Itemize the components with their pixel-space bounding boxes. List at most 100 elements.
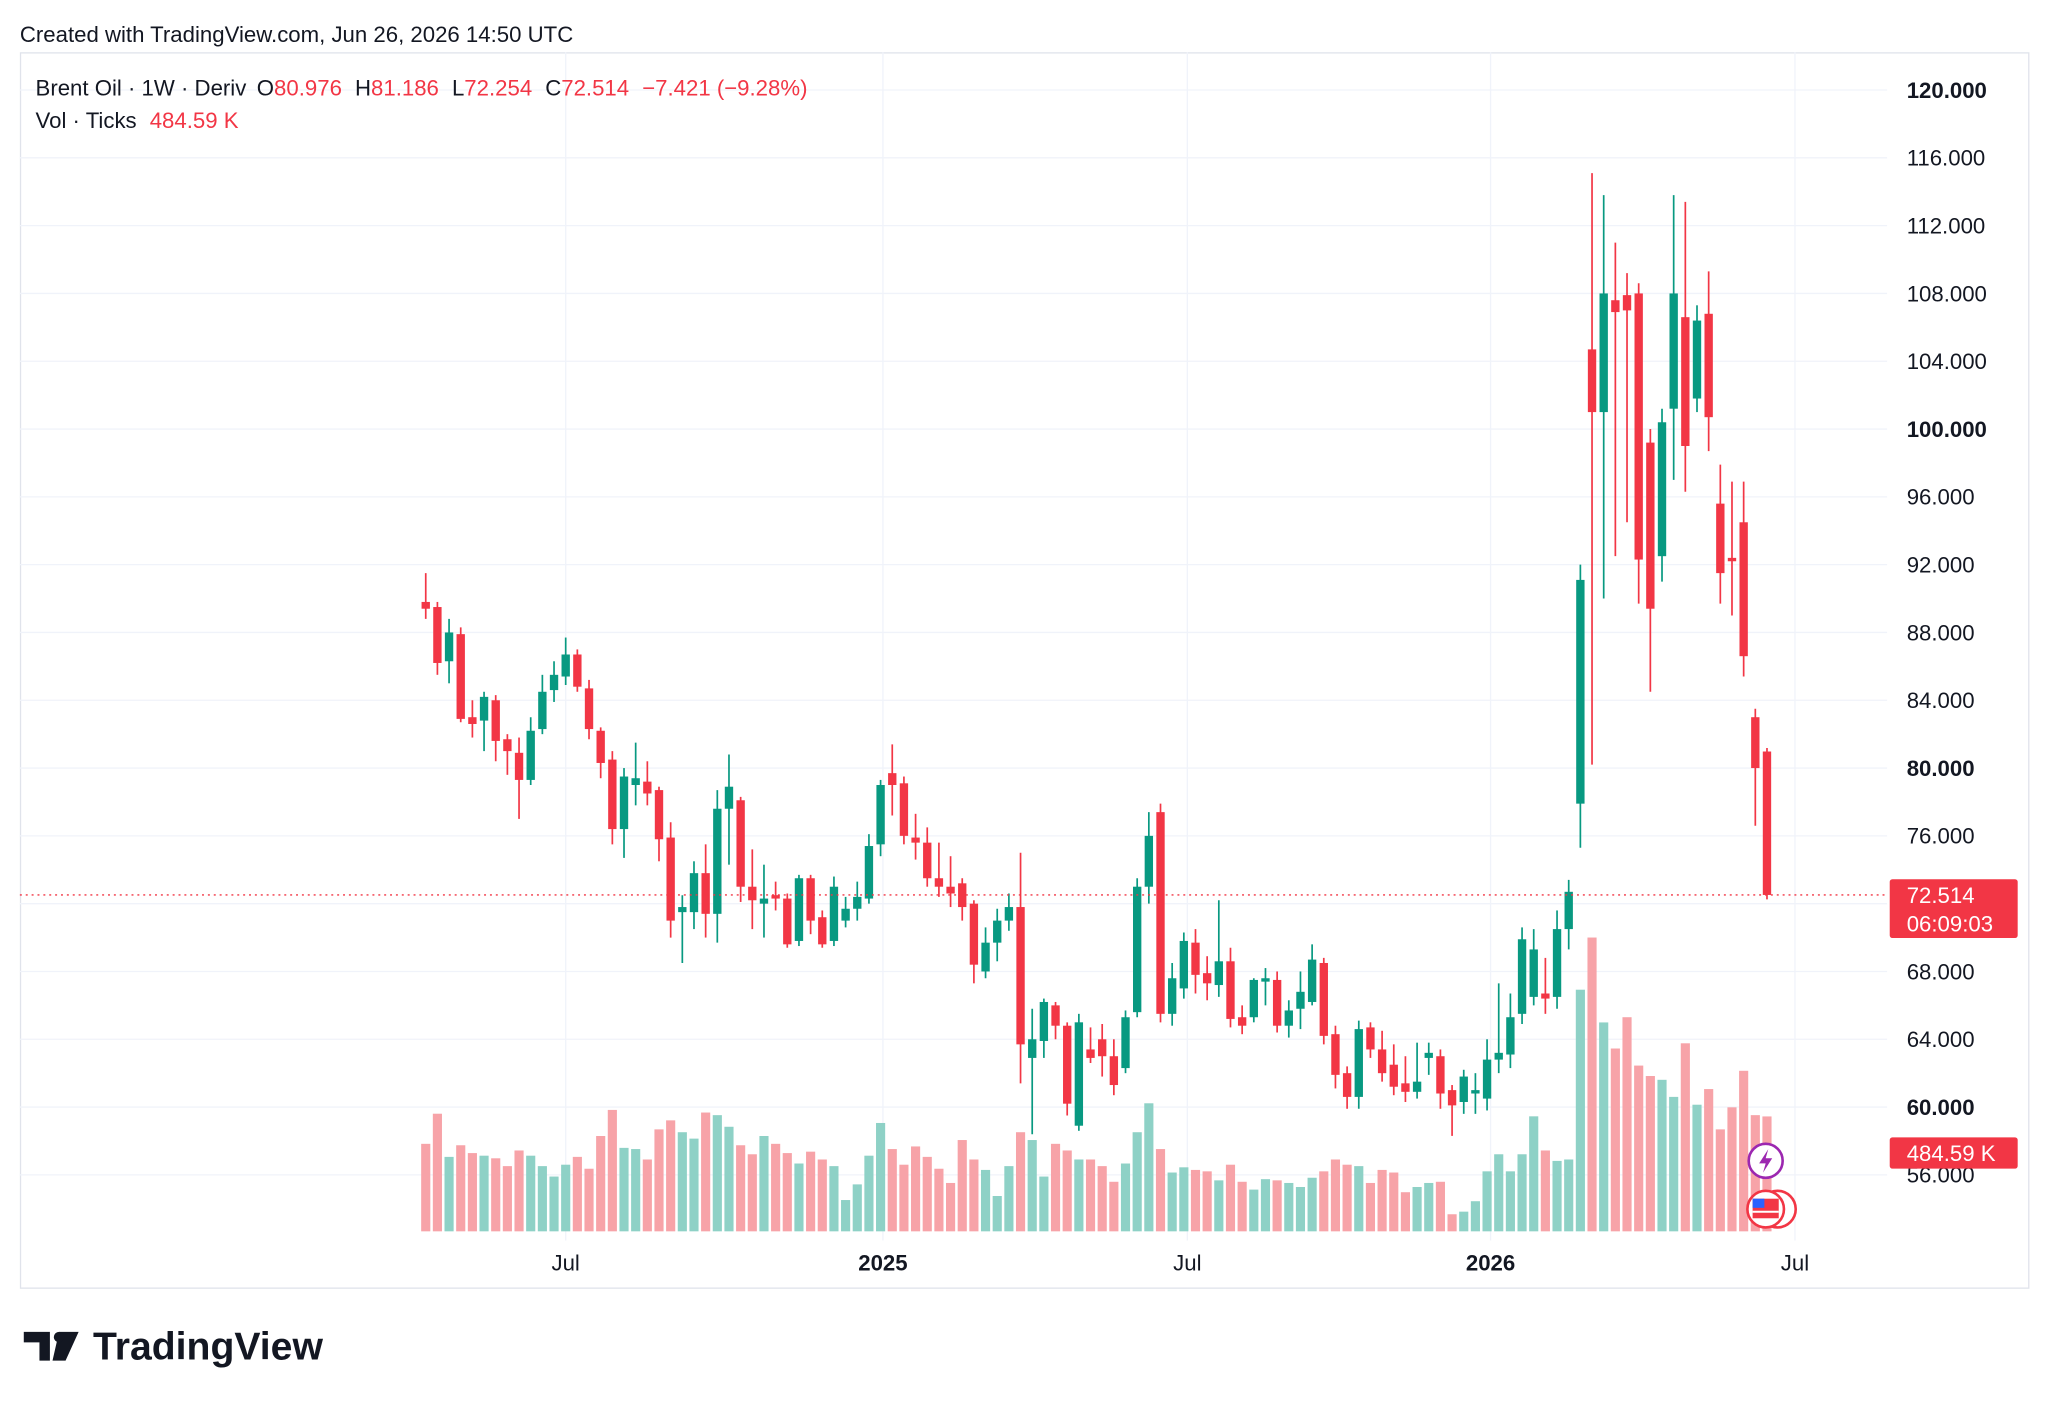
volume-bar bbox=[549, 1176, 559, 1232]
legend-volume: Vol · Ticks 484.59 K bbox=[36, 108, 239, 133]
event-icon-glyph bbox=[1759, 1149, 1773, 1173]
volume-bar bbox=[946, 1182, 956, 1232]
volume-bar bbox=[1739, 1070, 1749, 1232]
volume-bar bbox=[899, 1164, 909, 1232]
candle-body bbox=[1214, 961, 1223, 986]
candle-body bbox=[1692, 320, 1702, 399]
volume-bar bbox=[584, 1168, 594, 1232]
volume-bar bbox=[1120, 1163, 1131, 1232]
candle-body bbox=[853, 896, 862, 909]
volume-bar bbox=[829, 1166, 839, 1232]
candle-body bbox=[713, 808, 722, 914]
candle-body bbox=[1004, 907, 1014, 921]
volume-bar bbox=[444, 1156, 454, 1232]
volume-bar bbox=[992, 1196, 1002, 1232]
candle-body bbox=[1039, 1001, 1049, 1041]
volume-bar bbox=[1377, 1169, 1387, 1232]
candle-body bbox=[421, 601, 430, 609]
volume-bar bbox=[491, 1158, 501, 1232]
y-tick-label: 68.000 bbox=[1907, 959, 1975, 984]
candle-body bbox=[806, 878, 815, 921]
y-tick-label: 60.000 bbox=[1907, 1095, 1975, 1120]
volume-bar bbox=[1167, 1172, 1177, 1232]
candle-body bbox=[771, 895, 780, 899]
candle-body bbox=[1739, 522, 1748, 657]
candle-body bbox=[433, 607, 442, 663]
candle-body bbox=[923, 842, 932, 879]
volume-bar bbox=[1272, 1180, 1282, 1232]
flag-icon bbox=[1752, 1198, 1765, 1208]
volume-bar bbox=[782, 1153, 792, 1232]
volume-bar bbox=[934, 1168, 944, 1232]
legend-main: Brent Oil · 1W · Deriv O80.976 H81.186 L72.… bbox=[36, 75, 808, 100]
candle-body bbox=[748, 886, 757, 901]
volume-bar bbox=[1365, 1182, 1376, 1232]
volume-bar bbox=[1284, 1182, 1294, 1232]
volume-bar bbox=[1669, 1096, 1679, 1232]
candle-body bbox=[468, 717, 477, 724]
candle-body bbox=[619, 776, 629, 830]
candle-body bbox=[1471, 1090, 1480, 1094]
volume-bar bbox=[1027, 1140, 1037, 1232]
y-tick-label: 80.000 bbox=[1907, 756, 1975, 781]
volume-bar bbox=[432, 1113, 442, 1232]
candle-body bbox=[1133, 886, 1142, 1013]
candle-body bbox=[1028, 1039, 1037, 1058]
candle-body bbox=[1307, 959, 1317, 1002]
candle-body bbox=[631, 778, 640, 786]
ohlc-label: C bbox=[545, 75, 561, 100]
y-tick-label: 88.000 bbox=[1907, 620, 1975, 645]
volume-bar bbox=[619, 1147, 629, 1232]
volume-bar bbox=[701, 1112, 711, 1232]
volume-value: 484.59 K bbox=[150, 108, 239, 133]
volume-bar bbox=[1470, 1201, 1480, 1232]
volume-bar bbox=[1144, 1103, 1154, 1232]
x-tick-label: Jul bbox=[552, 1251, 580, 1276]
candle-body bbox=[479, 696, 489, 721]
volume-bar bbox=[771, 1143, 781, 1232]
volume-bar bbox=[1354, 1166, 1364, 1232]
candle-body bbox=[1249, 979, 1258, 1018]
volume-bar bbox=[502, 1166, 512, 1232]
volume-bar bbox=[654, 1129, 664, 1232]
volume-bar bbox=[806, 1151, 816, 1232]
y-tick-label: 96.000 bbox=[1907, 485, 1975, 510]
volume-bar bbox=[1529, 1116, 1539, 1232]
logo-glyph bbox=[23, 1331, 79, 1361]
volume-bar bbox=[724, 1126, 734, 1232]
y-tick-label: 64.000 bbox=[1907, 1027, 1975, 1052]
candle-body bbox=[1226, 961, 1235, 1019]
volume-bar bbox=[747, 1154, 757, 1232]
candle-body bbox=[1576, 579, 1585, 804]
candle-body bbox=[1622, 295, 1632, 311]
volume-bar bbox=[1039, 1176, 1049, 1232]
y-tick-label: 116.000 bbox=[1907, 146, 1986, 171]
candle-body bbox=[678, 907, 687, 913]
candle-body bbox=[538, 691, 547, 730]
candle-body bbox=[1202, 973, 1212, 984]
volume-bar bbox=[1447, 1214, 1457, 1232]
x-tick-label: 2026 bbox=[1466, 1251, 1515, 1276]
logo-glyph bbox=[53, 1331, 65, 1343]
volume-bar bbox=[1657, 1079, 1667, 1232]
candle-body bbox=[934, 878, 944, 887]
candle-body bbox=[1506, 1017, 1515, 1055]
volume-bar bbox=[1575, 989, 1585, 1232]
volume-bar bbox=[421, 1143, 431, 1232]
volume-bar bbox=[1494, 1154, 1504, 1232]
candle-body bbox=[1716, 503, 1725, 574]
volume-bar bbox=[1085, 1159, 1096, 1232]
y-tick-label: 120.000 bbox=[1907, 78, 1987, 103]
candle-body bbox=[818, 917, 827, 945]
ohlc-value: 80.976 bbox=[274, 75, 342, 100]
volume-bar bbox=[514, 1150, 524, 1232]
header: Created with TradingView.com, Jun 26, 20… bbox=[20, 22, 573, 47]
candle-body bbox=[666, 837, 675, 921]
candle-body bbox=[783, 898, 792, 945]
candle-body bbox=[1342, 1073, 1352, 1097]
candle-body bbox=[643, 781, 652, 794]
volume-bar bbox=[1190, 1169, 1201, 1232]
volume-bar bbox=[1249, 1189, 1259, 1232]
candle-body bbox=[1051, 1005, 1060, 1026]
candle-body bbox=[1436, 1056, 1445, 1094]
